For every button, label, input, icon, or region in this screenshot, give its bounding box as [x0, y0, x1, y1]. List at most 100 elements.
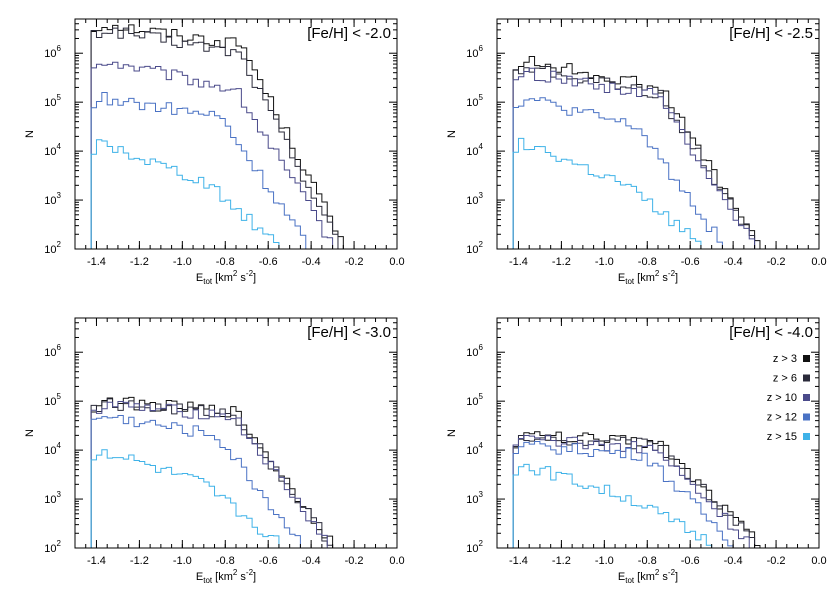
y-tick-label: 105: [44, 93, 61, 109]
x-label-part: E: [196, 272, 203, 284]
x-tick-label: 0.0: [389, 256, 404, 268]
x-axis-label: Etot [km2 s-2]: [196, 568, 256, 585]
y-tick-exp: 5: [479, 93, 484, 102]
series-line-2: [507, 434, 819, 548]
y-tick-exp: 2: [479, 539, 484, 548]
x-label-part: -2: [246, 269, 254, 278]
y-tick-base: 10: [44, 48, 56, 60]
y-tick-base: 10: [466, 347, 478, 359]
y-tick-exp: 4: [479, 441, 484, 450]
legend-label: z > 15: [767, 431, 797, 443]
x-label-part: ]: [253, 272, 256, 284]
y-tick-exp: 5: [57, 93, 62, 102]
y-tick-label: 105: [466, 93, 483, 109]
x-label-part: E: [618, 571, 625, 583]
series-line-4: [507, 97, 819, 249]
y-tick-exp: 6: [479, 343, 484, 352]
y-tick-base: 10: [44, 347, 56, 359]
series-line-4: [85, 92, 397, 249]
x-tick-label: -0.4: [724, 555, 743, 567]
legend-swatch: [803, 374, 810, 382]
x-tick-label: -0.2: [767, 256, 786, 268]
y-tick-base: 10: [44, 494, 56, 506]
x-tick-label: -1.2: [130, 555, 149, 567]
x-tick-label: -0.8: [638, 555, 657, 567]
x-tick-label: -1.2: [552, 555, 571, 567]
x-tick-label: -0.6: [681, 256, 700, 268]
series-line-5: [507, 463, 819, 548]
x-label-part: E: [618, 272, 625, 284]
y-tick-base: 10: [44, 244, 56, 256]
y-axis-label: N: [446, 130, 458, 138]
legend-label: z > 10: [767, 392, 797, 404]
panel-3: -1.4 -1.2 -1.0 -0.8 -0.6 -0.4 -0.2 0.0102103104…: [24, 317, 405, 585]
y-tick-base: 10: [466, 445, 478, 457]
x-label-part: [km: [212, 571, 233, 583]
series-line-3: [85, 400, 397, 548]
panel-title: [Fe/H] < -4.0: [729, 324, 813, 341]
series-line-5: [85, 139, 397, 249]
x-label-part: -2: [246, 568, 254, 577]
y-tick-base: 10: [44, 97, 56, 109]
y-axis-label: N: [24, 429, 36, 437]
x-tick-label: -1.0: [595, 256, 614, 268]
y-tick-base: 10: [44, 396, 56, 408]
series-line-3: [507, 435, 819, 548]
x-label-part: E: [196, 571, 203, 583]
series-line-4: [85, 414, 397, 548]
x-tick-label: -1.0: [173, 256, 192, 268]
x-tick-label: -0.8: [216, 555, 235, 567]
x-tick-label: -0.6: [259, 555, 278, 567]
y-tick-base: 10: [44, 445, 56, 457]
x-label-part: 2: [655, 568, 660, 577]
x-tick-label: -0.8: [638, 256, 657, 268]
y-tick-label: 102: [44, 539, 61, 555]
series-line-5: [507, 137, 819, 249]
series-line-3: [85, 61, 397, 249]
x-tick-label: -1.4: [509, 256, 528, 268]
y-tick-label: 104: [466, 142, 483, 158]
series-line-3: [507, 67, 819, 249]
y-tick-base: 10: [44, 195, 56, 207]
x-tick-label: -1.0: [173, 555, 192, 567]
panel-title: [Fe/H] < -3.0: [307, 324, 391, 341]
series-line-5: [85, 449, 397, 548]
y-tick-label: 105: [466, 392, 483, 408]
x-tick-label: -1.0: [595, 555, 614, 567]
x-label-part: s: [659, 571, 668, 583]
x-label-part: s: [237, 272, 246, 284]
y-tick-label: 106: [44, 343, 61, 359]
x-axis-label: Etot [km2 s-2]: [196, 269, 256, 286]
y-tick-exp: 6: [57, 44, 62, 53]
y-tick-exp: 3: [479, 191, 484, 200]
y-tick-base: 10: [466, 543, 478, 555]
x-label-part: 2: [233, 568, 238, 577]
y-tick-label: 102: [44, 240, 61, 256]
y-tick-exp: 4: [57, 441, 62, 450]
x-tick-label: -0.6: [259, 256, 278, 268]
y-axis-label: N: [24, 130, 36, 138]
y-tick-exp: 4: [57, 142, 62, 151]
y-tick-label: 102: [466, 240, 483, 256]
series-group: [507, 431, 819, 548]
y-tick-base: 10: [466, 48, 478, 60]
x-tick-label: 0.0: [811, 555, 826, 567]
y-tick-exp: 2: [479, 240, 484, 249]
x-label-part: [km: [634, 571, 655, 583]
y-tick-exp: 2: [57, 240, 62, 249]
y-tick-exp: 3: [57, 490, 62, 499]
x-tick-label: 0.0: [389, 555, 404, 567]
y-tick-label: 106: [466, 44, 483, 60]
series-line-2: [507, 65, 819, 249]
legend-label: z > 12: [767, 412, 797, 424]
y-tick-base: 10: [466, 396, 478, 408]
y-tick-label: 103: [466, 191, 483, 207]
x-label-part: s: [237, 571, 246, 583]
series-group: [85, 24, 397, 249]
y-tick-label: 103: [44, 490, 61, 506]
x-label-part: tot: [203, 576, 213, 585]
x-tick-label: -0.4: [724, 256, 743, 268]
x-label-part: 2: [655, 269, 660, 278]
x-label-part: ]: [675, 272, 678, 284]
